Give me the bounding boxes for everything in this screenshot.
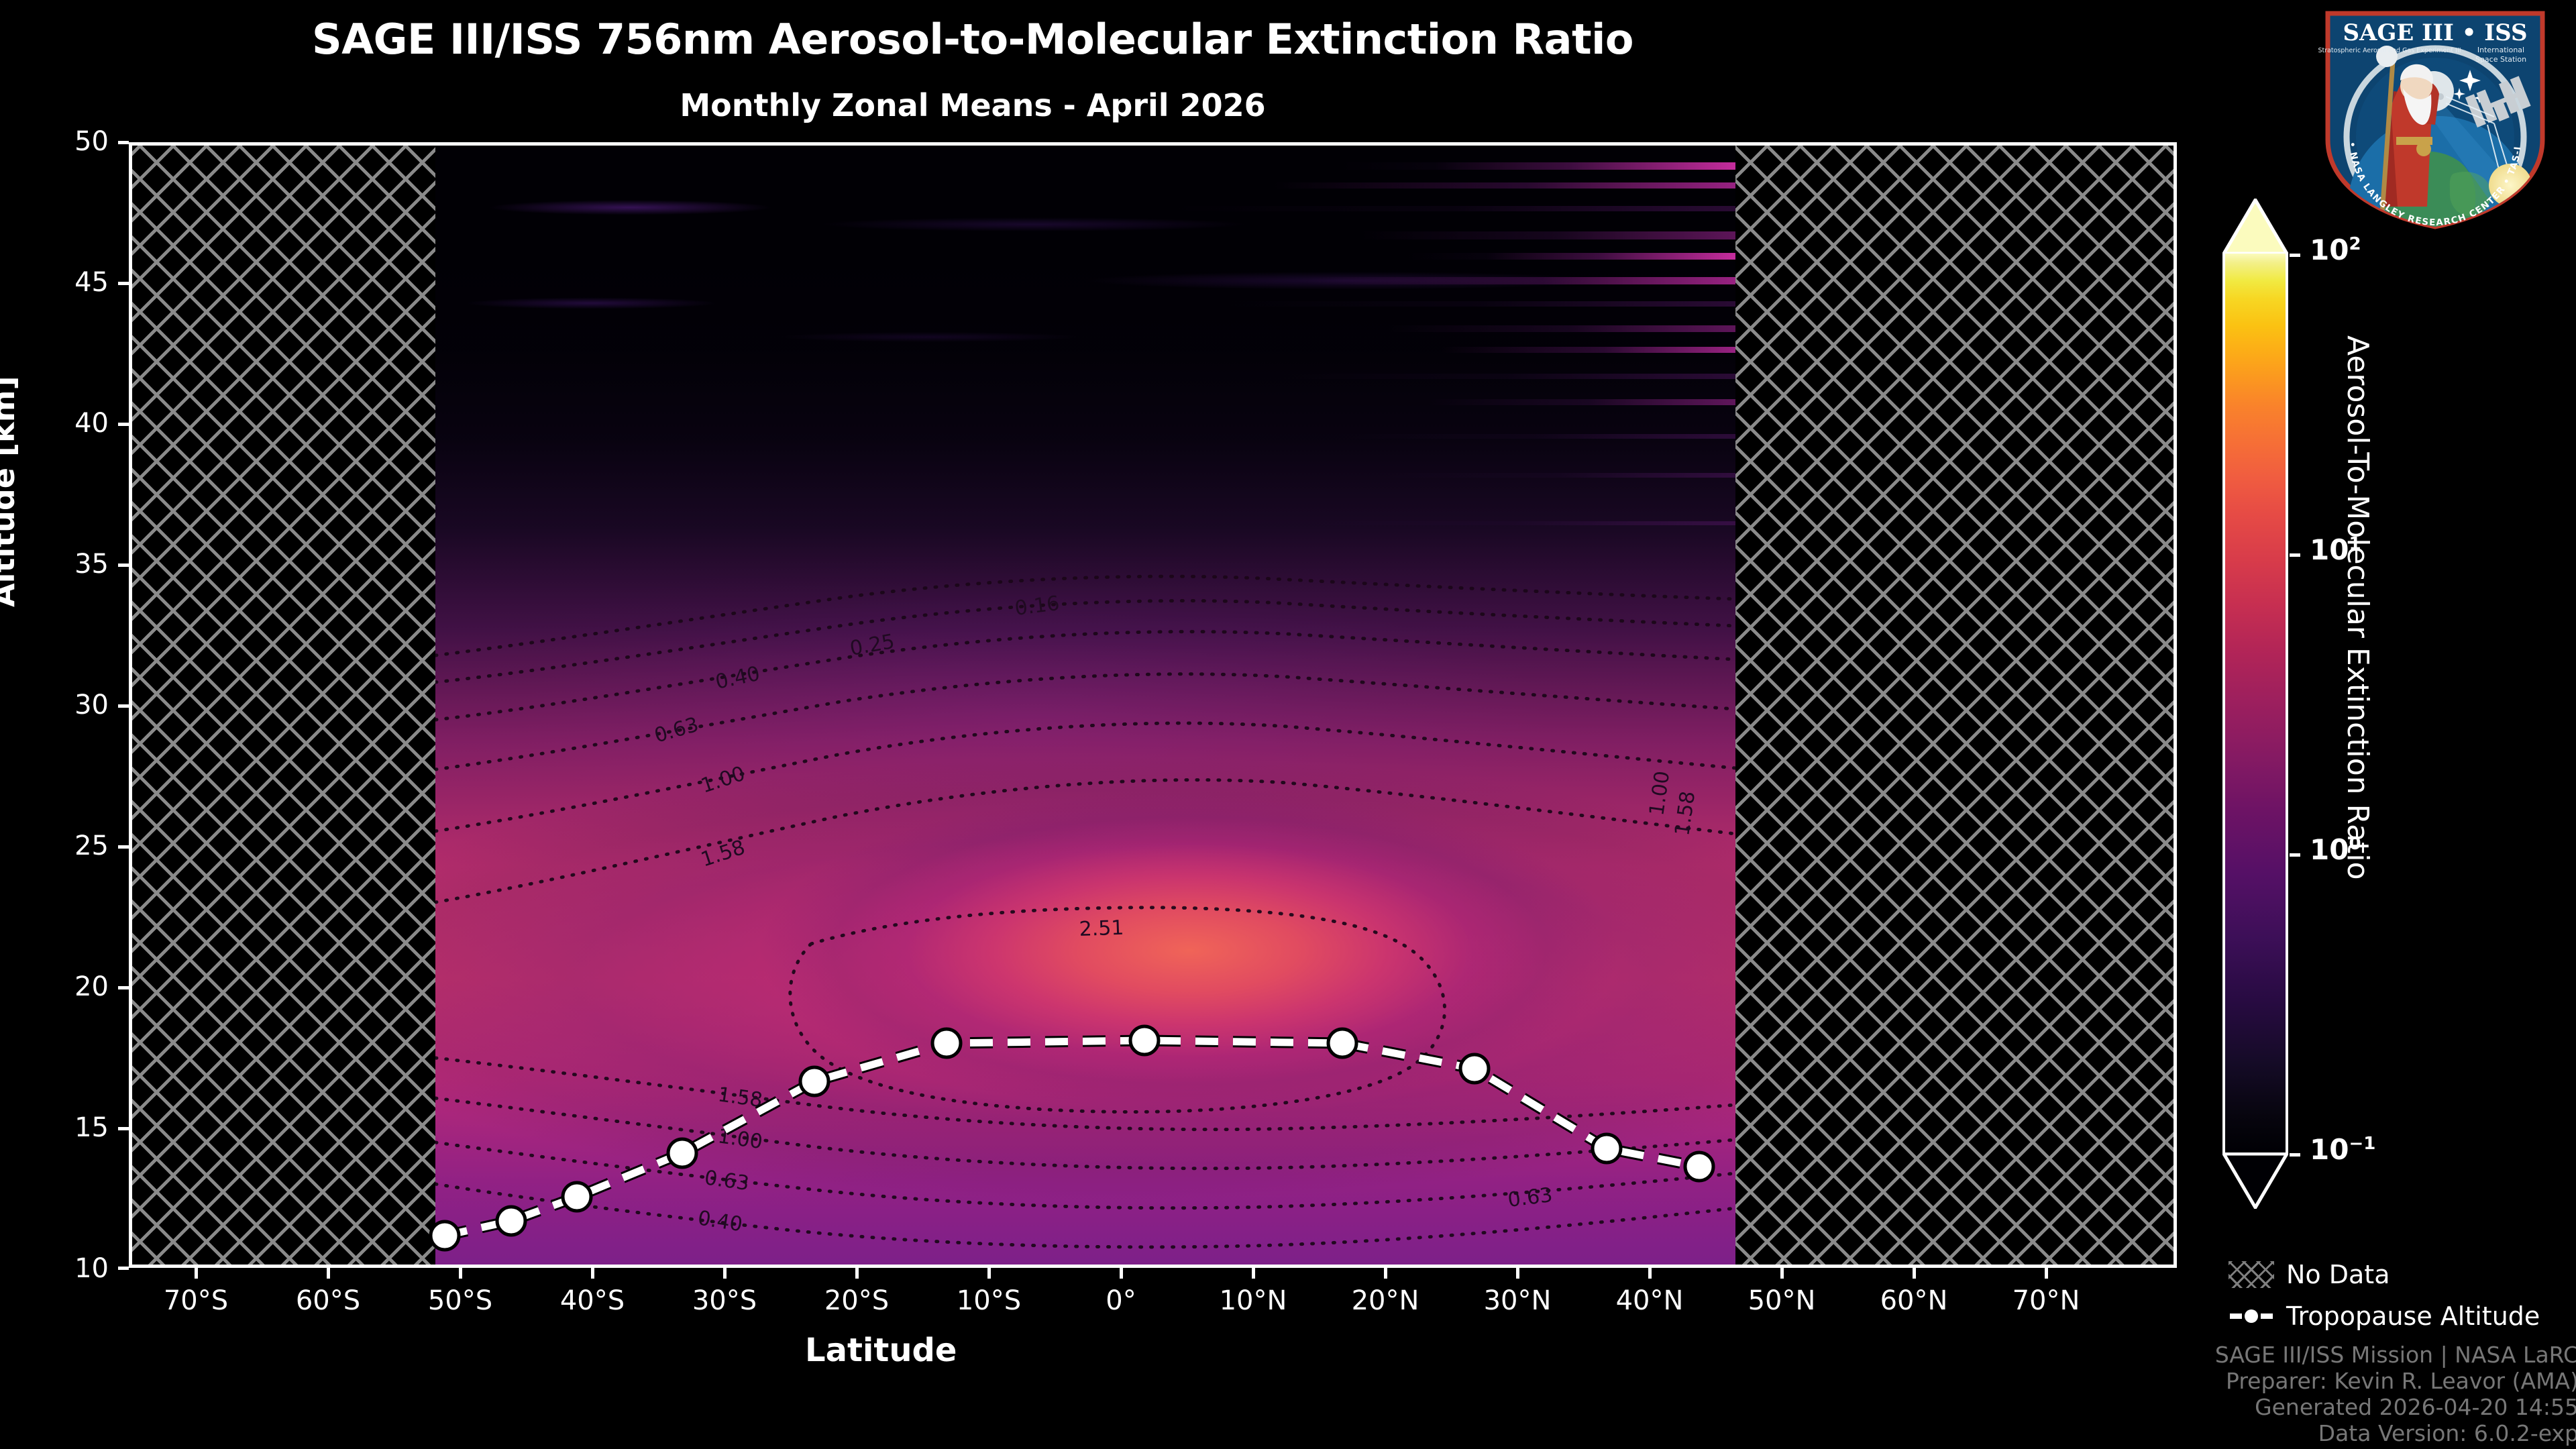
svg-text:2.51: 2.51: [1079, 916, 1124, 941]
x-tick-label: 40°S: [559, 1285, 625, 1316]
x-tick-mark: [1913, 1268, 1916, 1279]
y-tick-label: 45: [74, 267, 109, 298]
y-tick-label: 30: [74, 690, 109, 720]
x-tick-label: 20°S: [824, 1285, 890, 1316]
x-tick-mark: [1120, 1268, 1123, 1279]
legend-label: No Data: [2286, 1260, 2390, 1289]
x-tick-mark: [1648, 1268, 1652, 1279]
colorbar-tick-mark: [2290, 254, 2300, 257]
x-tick-label: 60°S: [295, 1285, 361, 1316]
y-tick-label: 50: [74, 126, 109, 157]
logo-title: SAGE III • ISS: [2343, 19, 2527, 46]
y-tick-mark: [118, 986, 129, 989]
x-tick-label: 0°: [1106, 1285, 1136, 1316]
logo-subtitle-right-2: Space Station: [2475, 55, 2526, 64]
y-tick-mark: [118, 704, 129, 708]
y-tick-label: 35: [74, 549, 109, 580]
x-tick-label: 20°N: [1351, 1285, 1419, 1316]
page-title: SAGE III/ISS 756nm Aerosol-to-Molecular …: [311, 15, 1634, 64]
tropopause-line-icon: [2229, 1303, 2274, 1330]
y-tick-label: 40: [74, 408, 109, 439]
x-tick-label: 50°N: [1748, 1285, 1816, 1316]
x-tick-mark: [723, 1268, 727, 1279]
footer-data-version: Data Version: 6.0.2-exp: [2318, 1420, 2576, 1446]
y-tick-mark: [118, 423, 129, 426]
x-tick-mark: [1516, 1268, 1519, 1279]
legend-item-tropopause[interactable]: Tropopause Altitude: [2229, 1300, 2571, 1332]
x-tick-mark: [987, 1268, 991, 1279]
sage-iii-iss-logo: SAGE III • ISS Stratospheric Aerosol and…: [2310, 0, 2556, 233]
x-tick-mark: [1384, 1268, 1387, 1279]
colorbar-axis-label: Aerosol-To-Molecular Extinction Ratio: [2341, 335, 2375, 880]
y-tick-label: 20: [74, 971, 109, 1002]
x-axis-label: Latitude: [805, 1332, 957, 1369]
colorbar-extend-bottom: [2222, 1152, 2288, 1209]
x-tick-label: 10°S: [956, 1285, 1022, 1316]
logo-wizard: [2376, 46, 2439, 211]
x-tick-mark: [195, 1268, 198, 1279]
page-subtitle: Monthly Zonal Means - April 2026: [680, 87, 1266, 123]
no-data-hatch-icon: [2229, 1261, 2274, 1288]
y-tick-mark: [118, 845, 129, 849]
y-tick-label: 25: [74, 830, 109, 861]
colorbar-tick-mark: [2290, 1153, 2300, 1157]
x-tick-label: 70°S: [163, 1285, 229, 1316]
colorbar-gradient: [2222, 254, 2288, 1152]
footer-generated: Generated 2026-04-20 14:55: [2255, 1394, 2576, 1420]
colorbar-extend-top: [2222, 199, 2288, 255]
x-tick-mark: [1252, 1268, 1255, 1279]
x-tick-mark: [855, 1268, 859, 1279]
x-tick-label: 70°N: [2012, 1285, 2080, 1316]
logo-subtitle-right-1: International: [2477, 46, 2524, 54]
svg-text:0.16: 0.16: [1014, 592, 1061, 621]
colorbar-tick-label: 101: [2310, 533, 2361, 566]
upper-altitude-wisps: [435, 146, 1735, 1265]
data-panel: 0.16 0.25 0.40 0.63 1.00 1.58 2.51 1.00 …: [435, 146, 1735, 1265]
colorbar-tick-label: 102: [2310, 233, 2361, 266]
y-tick-mark: [118, 141, 129, 144]
x-tick-label: 60°N: [1880, 1285, 1948, 1316]
y-tick-mark: [118, 564, 129, 567]
x-tick-mark: [459, 1268, 462, 1279]
heatmap-plot-area: 0.16 0.25 0.40 0.63 1.00 1.58 2.51 1.00 …: [129, 142, 2177, 1268]
logo-subtitle-left: Stratospheric Aerosol and Gas Experiment…: [2318, 47, 2461, 54]
footer-preparer: Preparer: Kevin R. Leavor (AMA): [2226, 1368, 2576, 1394]
x-tick-label: 50°S: [427, 1285, 493, 1316]
colorbar[interactable]: [2217, 193, 2298, 1213]
y-tick-mark: [118, 1267, 129, 1270]
contour-overlay: 0.16 0.25 0.40 0.63 1.00 1.58 2.51 1.00 …: [435, 146, 1735, 1265]
colorbar-tick-label: 10−1: [2310, 1133, 2376, 1166]
colorbar-tick-mark: [2290, 553, 2300, 557]
svg-text:0.63: 0.63: [1507, 1183, 1554, 1212]
colorbar-tick-label: 100: [2310, 833, 2361, 866]
tropopause-overlay: [132, 146, 2174, 1265]
x-tick-mark: [2045, 1268, 2048, 1279]
footer-mission: SAGE III/ISS Mission | NASA LaRC: [2214, 1342, 2576, 1368]
y-tick-label: 15: [74, 1112, 109, 1143]
legend: No Data Tropopause Altitude: [2229, 1258, 2571, 1342]
x-tick-label: 30°N: [1483, 1285, 1552, 1316]
x-tick-label: 30°S: [692, 1285, 757, 1316]
footer-credits: SAGE III/ISS Mission | NASA LaRC Prepare…: [1774, 1342, 2576, 1446]
y-axis-label: Altitude [km]: [0, 376, 21, 607]
y-tick-mark: [118, 1127, 129, 1130]
x-tick-mark: [327, 1268, 330, 1279]
y-tick-mark: [118, 282, 129, 285]
x-tick-label: 40°N: [1615, 1285, 1684, 1316]
colorbar-tick-mark: [2290, 853, 2300, 857]
x-tick-label: 10°N: [1219, 1285, 1287, 1316]
y-tick-label: 10: [74, 1253, 109, 1284]
legend-label: Tropopause Altitude: [2286, 1301, 2540, 1331]
tropopause-markers: [429, 1024, 1715, 1252]
x-tick-mark: [591, 1268, 594, 1279]
x-tick-mark: [1780, 1268, 1784, 1279]
legend-item-no-data[interactable]: No Data: [2229, 1258, 2571, 1291]
